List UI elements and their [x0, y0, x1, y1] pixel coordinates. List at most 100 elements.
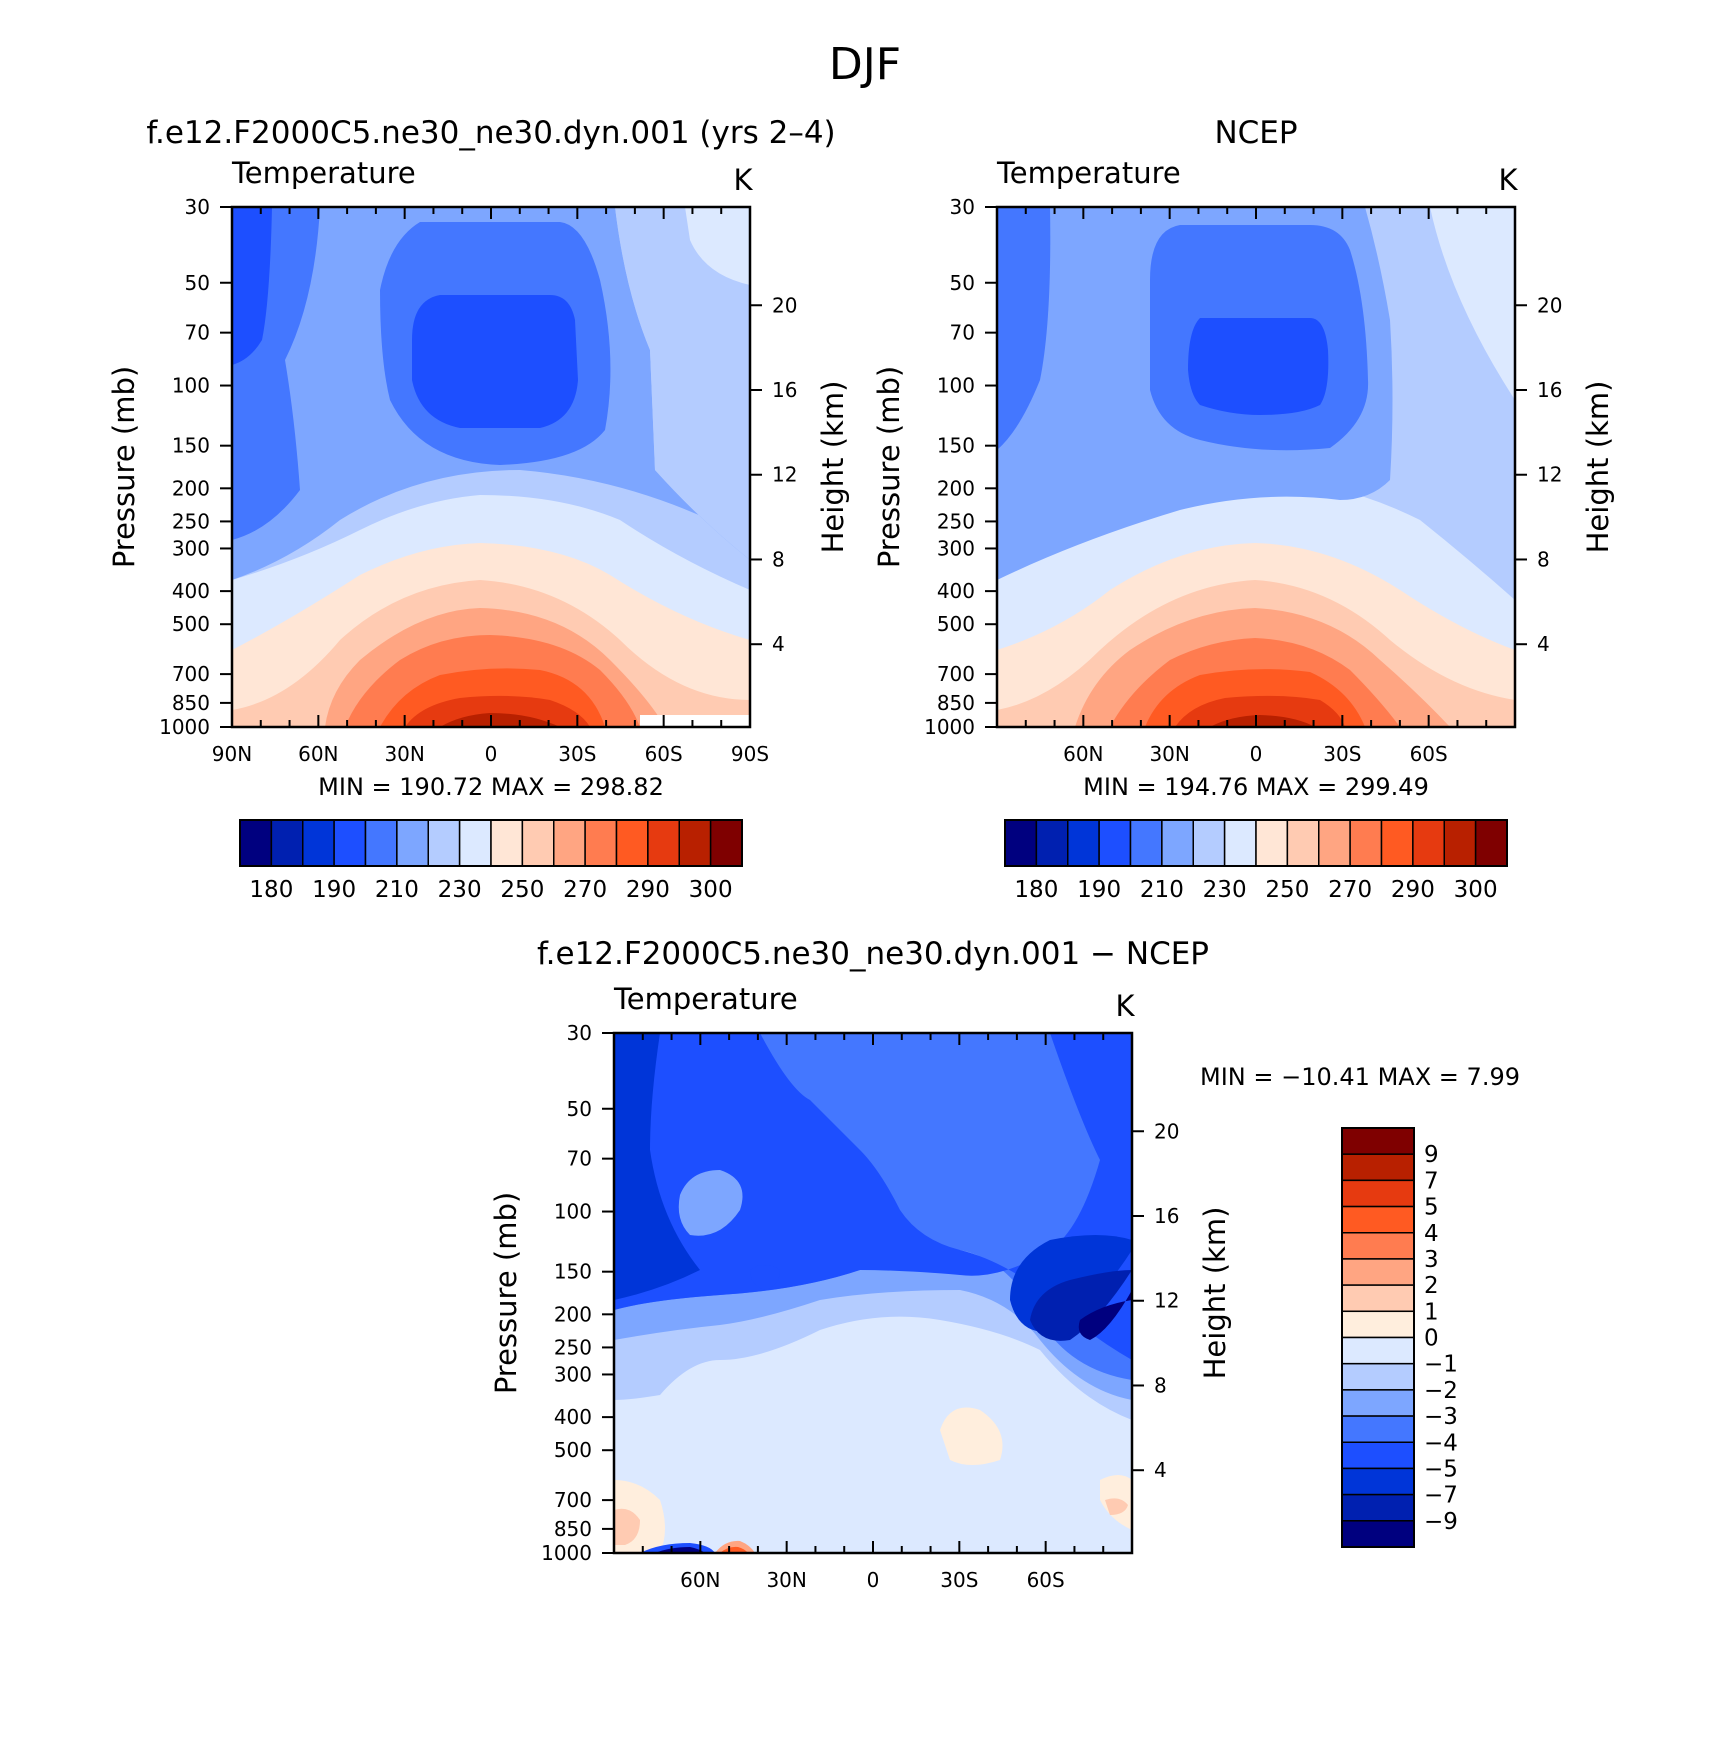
y-tick-label: 30	[185, 195, 210, 219]
contour-field-model	[232, 207, 750, 727]
y-tick-label: 100	[554, 1200, 592, 1224]
colorbar-swatch	[1341, 1310, 1415, 1339]
x-tick-label: 60S	[645, 742, 683, 766]
colorbar-swatch	[333, 819, 367, 867]
colorbar-tick-label: 3	[1424, 1247, 1439, 1273]
colorbar-tick-label: −1	[1424, 1352, 1458, 1378]
colorbar-swatch	[615, 819, 649, 867]
colorbar-tick-label: −2	[1424, 1378, 1458, 1404]
colorbar-tick-label: 210	[1140, 877, 1184, 903]
field-label-diff: Temperature	[613, 982, 798, 1016]
colorbar-tick-label: 230	[1203, 877, 1247, 903]
missing-data-model	[640, 715, 750, 727]
panel-diff: f.e12.F2000C5.ne30_ne30.dyn.001 − NCEP T…	[489, 936, 1520, 1592]
colorbar-tick-label: −5	[1424, 1456, 1458, 1482]
x-tick-label: 60N	[1063, 742, 1103, 766]
field-label-obs: Temperature	[996, 156, 1181, 190]
colorbar-frame	[239, 819, 743, 867]
colorbar-swatch	[1035, 819, 1069, 867]
y-tick-label: 150	[172, 434, 210, 458]
colorbar-swatch	[1341, 1362, 1415, 1391]
x-tick-label: 90S	[731, 742, 769, 766]
y-tick-label: 700	[937, 662, 975, 686]
contour-band-model-3b	[412, 295, 578, 428]
colorbar-swatch	[521, 819, 555, 867]
colorbar-swatch	[1341, 1415, 1415, 1443]
y-right-tick-label: 12	[772, 463, 797, 487]
colorbar-obs: 180 190 210 230 250 270 290 300	[1004, 819, 1508, 903]
contour-band-diff-9	[940, 1407, 1003, 1465]
x-tick-label: 60N	[680, 1568, 720, 1592]
colorbar-swatch	[1341, 1284, 1415, 1313]
x-tick-label: 90N	[212, 742, 252, 766]
y-right-tick-label: 20	[772, 293, 797, 317]
stats-model: MIN = 190.72 MAX = 298.82	[318, 773, 664, 801]
y-tick-label: 1000	[924, 715, 975, 739]
colorbar-tick-label: 9	[1424, 1142, 1439, 1168]
colorbar-model: 180 190 210 230 250 270 290 300	[239, 819, 743, 903]
colorbar-tick-label: 300	[1454, 877, 1498, 903]
y-right-tick-label: 4	[1154, 1458, 1167, 1482]
stat-min-value-diff: −10.41	[1281, 1063, 1370, 1091]
stat-min-value-model: 190.72	[399, 773, 483, 801]
colorbar-swatch	[553, 819, 586, 867]
contour-band-diff-10b	[1105, 1498, 1128, 1515]
colorbar-swatch	[490, 819, 524, 867]
colorbar-swatch	[458, 819, 492, 867]
colorbar-swatch	[302, 819, 335, 867]
colorbar-tick-label: 250	[500, 877, 544, 903]
y-tick-label: 100	[172, 374, 210, 398]
colorbar-swatch	[1341, 1232, 1415, 1260]
colorbar-swatch	[1380, 819, 1414, 867]
colorbar-tick-label: 180	[1014, 877, 1058, 903]
contour-band-model-15	[440, 713, 560, 727]
colorbar-swatch	[270, 819, 304, 867]
colorbar-swatch	[1341, 1389, 1415, 1417]
colorbar-swatch	[1341, 1179, 1415, 1208]
y-right-tick-label: 20	[1154, 1119, 1179, 1143]
y-right-tick-label: 8	[1537, 547, 1550, 571]
x-axis-obs: 60N 30N 0 30S 60S	[996, 207, 1516, 766]
colorbar-swatch	[1341, 1493, 1415, 1522]
ylabel-model: Pressure (mb)	[107, 366, 141, 568]
colorbar-tick-label: 250	[1265, 877, 1309, 903]
stat-min-label-diff: MIN	[1200, 1063, 1246, 1091]
y-tick-label: 1000	[159, 715, 210, 739]
contour-band-obs-3	[1188, 318, 1329, 415]
stats-diff: MIN = −10.41 MAX = 7.99	[1200, 1063, 1520, 1091]
contour-band-diff-5b	[678, 1170, 743, 1236]
colorbar-swatch	[1341, 1520, 1415, 1548]
contour-field-diff	[614, 1033, 1132, 1553]
y-tick-label: 250	[937, 509, 975, 533]
contour-band-diff-0	[1078, 1290, 1132, 1340]
colorbar-swatch	[647, 819, 680, 867]
y-tick-label: 100	[937, 374, 975, 398]
y-right-tick-label: 20	[1537, 293, 1562, 317]
x-tick-label: 0	[485, 742, 498, 766]
colorbar-swatch	[1412, 819, 1445, 867]
contour-band-diff-1	[1030, 1270, 1132, 1341]
units-label-diff: K	[1115, 989, 1135, 1023]
x-tick-label: 30N	[1149, 742, 1189, 766]
colorbar-tick-label: 190	[1077, 877, 1121, 903]
colorbar-tick-label: 1	[1424, 1299, 1439, 1325]
colorbar-swatch	[396, 819, 429, 867]
units-label-obs: K	[1498, 163, 1518, 197]
colorbar-swatch	[427, 819, 461, 867]
stat-max-value-diff: 7.99	[1467, 1063, 1520, 1091]
ylabel-obs: Pressure (mb)	[872, 366, 906, 568]
ylabel-right-model: Height (km)	[816, 381, 850, 554]
colorbar-frame	[1004, 819, 1508, 867]
colorbar-tick-label: 5	[1424, 1195, 1439, 1221]
y-tick-label: 300	[172, 536, 210, 560]
contour-band-obs-4	[997, 207, 1051, 450]
panel-title-obs: NCEP	[1214, 115, 1297, 151]
y-tick-label: 850	[937, 691, 975, 715]
colorbar-swatch	[1004, 819, 1038, 867]
colorbar-swatch	[364, 819, 398, 867]
x-tick-label: 30S	[1323, 742, 1361, 766]
colorbar-tick-label: 290	[1391, 877, 1435, 903]
